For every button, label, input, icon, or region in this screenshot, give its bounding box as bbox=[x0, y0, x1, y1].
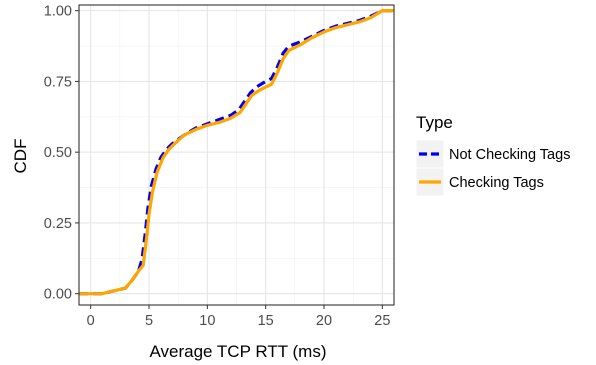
legend-item: Not Checking Tags bbox=[415, 139, 570, 169]
legend-key bbox=[415, 139, 445, 169]
x-axis-title: Average TCP RTT (ms) bbox=[150, 342, 327, 361]
legend: Type Not Checking Tags Checking Tags bbox=[415, 113, 570, 197]
legend-label: Not Checking Tags bbox=[449, 147, 570, 163]
x-tick-label: 0 bbox=[87, 313, 95, 329]
legend-item: Checking Tags bbox=[415, 167, 544, 197]
y-tick-label: 0.25 bbox=[44, 216, 72, 232]
x-tick-label: 20 bbox=[316, 313, 332, 329]
major-gridlines bbox=[79, 5, 394, 305]
x-tick-label: 5 bbox=[145, 313, 153, 329]
series-layer bbox=[79, 9, 394, 296]
x-tick-label: 15 bbox=[258, 313, 274, 329]
x-tick-labels: 0 5 10 15 20 25 bbox=[87, 313, 391, 329]
x-tick-label: 10 bbox=[199, 313, 215, 329]
y-tick-labels: 0.00 0.25 0.50 0.75 1.00 bbox=[44, 4, 72, 303]
y-tick-label: 1.00 bbox=[44, 4, 72, 20]
y-tick-label: 0.50 bbox=[44, 145, 72, 161]
axis-ticks bbox=[75, 10, 383, 309]
y-tick-label: 0.75 bbox=[44, 74, 72, 90]
series-line-checking-tags bbox=[79, 9, 394, 296]
x-tick-label: 25 bbox=[374, 313, 390, 329]
y-axis-title: CDF bbox=[11, 139, 30, 174]
minor-gridlines bbox=[79, 5, 394, 305]
y-tick-label: 0.00 bbox=[44, 287, 72, 303]
legend-label: Checking Tags bbox=[449, 175, 544, 191]
legend-title: Type bbox=[416, 113, 453, 132]
plot-panel-border bbox=[78, 4, 395, 306]
